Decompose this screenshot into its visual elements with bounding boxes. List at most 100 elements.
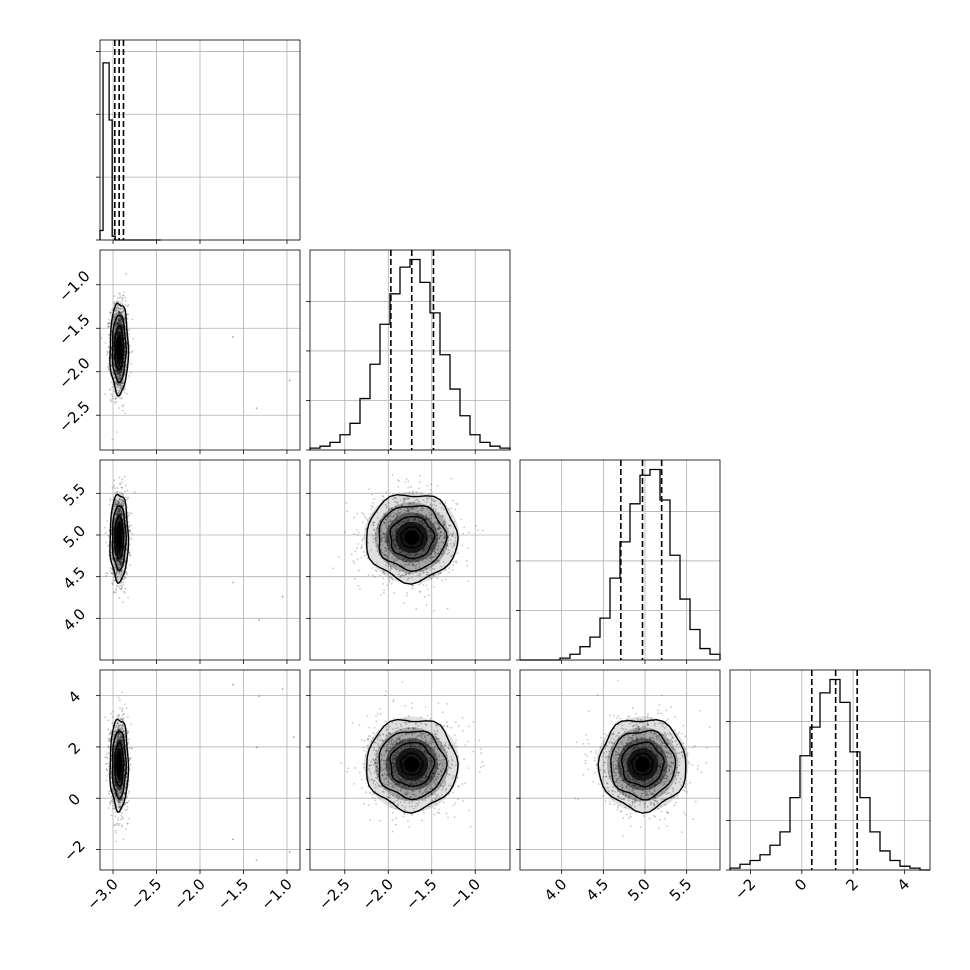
- sample-point: [422, 548, 425, 551]
- sample-point: [117, 562, 120, 565]
- sample-point: [413, 518, 416, 521]
- sample-point: [123, 316, 126, 319]
- sample-point: [382, 569, 385, 572]
- sample-point: [114, 368, 117, 371]
- sample-point: [110, 553, 113, 556]
- sample-point: [121, 739, 123, 741]
- sample-point: [119, 382, 122, 385]
- sample-point: [124, 364, 127, 367]
- sample-point: [444, 520, 447, 523]
- sample-point: [126, 497, 129, 500]
- sample-point: [118, 374, 120, 377]
- sample-point: [107, 368, 110, 371]
- sample-point: [383, 541, 386, 543]
- sample-point: [393, 538, 396, 540]
- sample-point: [120, 785, 123, 788]
- sample-point: [118, 312, 121, 315]
- sample-point: [114, 325, 117, 328]
- sample-point: [462, 532, 465, 535]
- sample-point: [444, 500, 447, 503]
- sample-point: [113, 331, 116, 334]
- sample-point: [436, 538, 438, 541]
- sample-point: [117, 323, 120, 326]
- sample-point: [118, 311, 121, 314]
- sample-point: [114, 588, 117, 590]
- sample-point: [127, 521, 130, 523]
- sample-point: [117, 781, 120, 783]
- sample-point: [255, 407, 258, 410]
- sample-point: [393, 542, 395, 545]
- sample-point: [117, 564, 119, 566]
- sample-point: [114, 325, 117, 327]
- sample-point: [419, 552, 422, 555]
- sample-point: [119, 558, 122, 561]
- sample-point: [117, 370, 120, 373]
- sample-point: [393, 500, 396, 503]
- sample-point: [120, 587, 123, 590]
- sample-point: [429, 555, 431, 558]
- sample-point: [121, 325, 124, 328]
- sample-point: [383, 512, 385, 515]
- sample-point: [115, 513, 118, 516]
- sample-point: [427, 594, 430, 597]
- sample-point: [407, 480, 410, 483]
- sample-point: [384, 512, 387, 515]
- sample-point: [415, 513, 418, 516]
- sample-point: [120, 573, 123, 576]
- sample-point: [395, 497, 397, 499]
- sample-point: [119, 377, 122, 379]
- sample-point: [115, 321, 118, 324]
- sample-point: [123, 546, 126, 549]
- sample-point: [120, 321, 123, 323]
- sample-point: [114, 397, 117, 400]
- sample-point: [418, 487, 420, 490]
- sample-point: [125, 828, 127, 830]
- sample-point: [118, 328, 121, 331]
- sample-point: [400, 551, 403, 554]
- sample-point: [104, 763, 107, 765]
- sample-point: [121, 560, 123, 563]
- sample-point: [128, 552, 131, 555]
- sample-point: [117, 507, 120, 510]
- sample-point: [111, 558, 114, 560]
- sample-point: [448, 534, 451, 537]
- sample-point: [131, 318, 134, 321]
- sample-point: [119, 311, 122, 314]
- sample-point: [117, 307, 120, 310]
- sample-point: [387, 521, 390, 523]
- sample-point: [401, 569, 404, 572]
- sample-point: [394, 539, 396, 542]
- sample-point: [119, 799, 122, 802]
- sample-point: [430, 546, 433, 549]
- sample-point: [440, 531, 442, 533]
- sample-point: [404, 560, 407, 563]
- sample-point: [109, 312, 112, 315]
- sample-point: [116, 513, 119, 516]
- sample-point: [112, 372, 114, 375]
- sample-point: [114, 795, 117, 797]
- sample-point: [440, 541, 443, 543]
- sample-point: [129, 529, 132, 532]
- sample-point: [120, 370, 123, 372]
- sample-point: [434, 554, 437, 557]
- sample-point: [119, 561, 122, 564]
- sample-point: [120, 318, 123, 321]
- sample-point: [407, 519, 410, 522]
- sample-point: [413, 520, 416, 522]
- sample-point: [124, 577, 127, 579]
- sample-point: [437, 532, 440, 534]
- sample-point: [392, 511, 395, 514]
- sample-point: [121, 324, 124, 327]
- sample-point: [118, 371, 120, 374]
- sample-point: [432, 555, 435, 558]
- sample-point: [122, 578, 125, 580]
- sample-point: [123, 319, 126, 322]
- sample-point: [407, 519, 410, 521]
- sample-point: [384, 564, 387, 567]
- sample-point: [361, 538, 364, 541]
- sample-point: [113, 313, 116, 316]
- sample-point: [122, 583, 125, 586]
- sample-point: [453, 520, 455, 523]
- sample-point: [392, 563, 395, 566]
- sample-point: [119, 377, 121, 380]
